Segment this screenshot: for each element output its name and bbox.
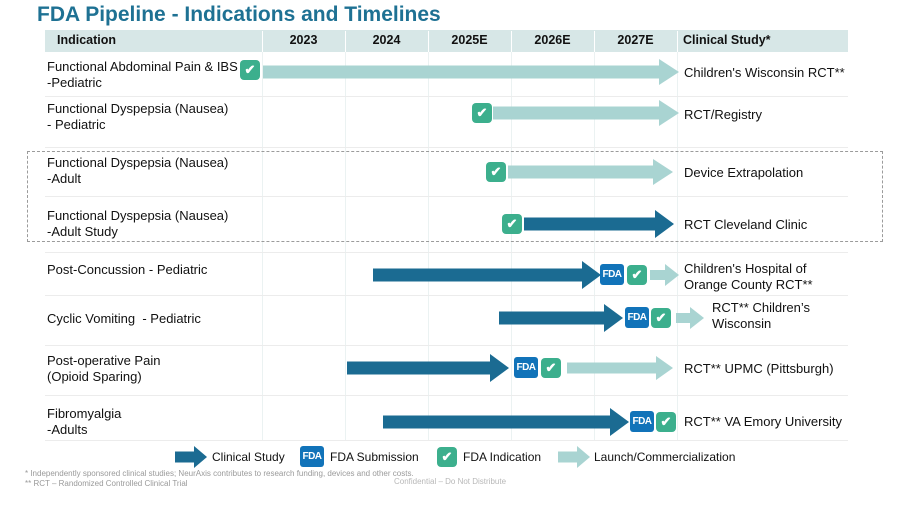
- column-gridline: [262, 52, 263, 440]
- indication-label: Functional Dyspepsia (Nausea) - Pediatri…: [47, 101, 229, 132]
- row-separator: [45, 196, 848, 197]
- footnote-2: ** RCT – Randomized Controlled Clinical …: [25, 479, 188, 488]
- adult-rows-highlight-box: [27, 151, 883, 242]
- column-gridline: [428, 52, 429, 440]
- legend-label-fda-indication: FDA Indication: [463, 450, 542, 464]
- footnote-1: * Independently sponsored clinical studi…: [25, 469, 414, 478]
- clinical-study-label: RCT** VA Emory University: [684, 414, 842, 429]
- column-header-clinical-study: Clinical Study*: [683, 33, 771, 47]
- fda-submission-badge: FDA: [600, 264, 624, 285]
- clinical-study-label: Device Extrapolation: [684, 165, 804, 180]
- legend-label-clinical-study: Clinical Study: [212, 450, 285, 464]
- row-separator: [45, 252, 848, 253]
- column-header-indication: Indication: [57, 33, 117, 47]
- legend-fda-submission-badge-icon: FDA: [300, 446, 324, 467]
- clinical-study-label: Children's Hospital of Orange County RCT…: [684, 261, 813, 292]
- header-divider: [345, 31, 346, 52]
- header-divider: [262, 31, 263, 52]
- launch-arrow: [676, 307, 704, 329]
- launch-arrow: [650, 264, 679, 286]
- clinical-study-arrow: [373, 261, 601, 289]
- page-title: FDA Pipeline - Indications and Timelines: [37, 3, 441, 26]
- clinical-study-label: Children's Wisconsin RCT**: [684, 65, 845, 80]
- indication-label: Fibromyalgia -Adults: [47, 406, 122, 437]
- clinical-study-label: RCT/Registry: [684, 107, 763, 122]
- row-separator: [45, 345, 848, 346]
- column-header-2025e: 2025E: [451, 33, 488, 47]
- column-header-2023: 2023: [289, 33, 318, 47]
- indication-label: Functional Abdominal Pain & IBS -Pediatr…: [47, 59, 238, 90]
- header-divider: [594, 31, 595, 52]
- row-separator: [45, 440, 848, 441]
- confidential-notice: Confidential – Do Not Distribute: [393, 477, 507, 486]
- launch-arrow: [567, 356, 673, 380]
- row-separator: [45, 395, 848, 396]
- clinical-study-arrow: [347, 354, 509, 382]
- fda-indication-check-icon: ✔: [651, 308, 671, 328]
- fda-indication-check-icon: ✔: [486, 162, 506, 182]
- fda-indication-check-icon: ✔: [627, 265, 647, 285]
- indication-label: Post-Concussion - Pediatric: [47, 262, 208, 277]
- legend-fda-indication-check-icon: ✔: [437, 447, 457, 467]
- indication-label: Functional Dyspepsia (Nausea) -Adult: [47, 155, 229, 186]
- column-header-2024: 2024: [372, 33, 401, 47]
- header-divider: [677, 31, 678, 52]
- header-divider: [511, 31, 512, 52]
- launch-arrow: [493, 100, 679, 126]
- legend-label-fda-submission: FDA Submission: [330, 450, 419, 464]
- fda-indication-check-icon: ✔: [541, 358, 561, 378]
- clinical-study-label: RCT Cleveland Clinic: [684, 217, 808, 232]
- launch-arrow: [508, 159, 673, 185]
- clinical-study-label: RCT** Children’s Wisconsin: [712, 300, 811, 331]
- clinical-study-arrow: [383, 408, 629, 436]
- legend-launch-arrow-icon: [558, 446, 590, 468]
- column-header-2026e: 2026E: [534, 33, 571, 47]
- fda-submission-badge: FDA: [630, 411, 654, 432]
- clinical-study-label: RCT** UPMC (Pittsburgh): [684, 361, 834, 376]
- indication-label: Functional Dyspepsia (Nausea) -Adult Stu…: [47, 208, 229, 239]
- launch-arrow: [263, 59, 679, 85]
- column-header-2027e: 2027E: [617, 33, 654, 47]
- indication-label: Cyclic Vomiting - Pediatric: [47, 311, 201, 326]
- legend-label-launch: Launch/Commercialization: [594, 450, 736, 464]
- fda-indication-check-icon: ✔: [656, 412, 676, 432]
- column-gridline: [345, 52, 346, 440]
- row-separator: [45, 147, 848, 148]
- clinical-study-arrow: [499, 304, 623, 332]
- fda-submission-badge: FDA: [514, 357, 538, 378]
- row-separator: [45, 96, 848, 97]
- fda-indication-check-icon: ✔: [502, 214, 522, 234]
- header-divider: [428, 31, 429, 52]
- fda-indication-check-icon: ✔: [240, 60, 260, 80]
- footnotes: * Independently sponsored clinical studi…: [25, 469, 414, 489]
- fda-indication-check-icon: ✔: [472, 103, 492, 123]
- column-gridline: [677, 52, 678, 440]
- column-gridline: [511, 52, 512, 440]
- table-header-band: [45, 30, 848, 52]
- clinical-study-arrow: [524, 210, 674, 238]
- row-separator: [45, 295, 848, 296]
- column-gridline: [594, 52, 595, 440]
- legend-clinical-study-arrow-icon: [175, 446, 207, 468]
- fda-submission-badge: FDA: [625, 307, 649, 328]
- indication-label: Post-operative Pain (Opioid Sparing): [47, 353, 161, 384]
